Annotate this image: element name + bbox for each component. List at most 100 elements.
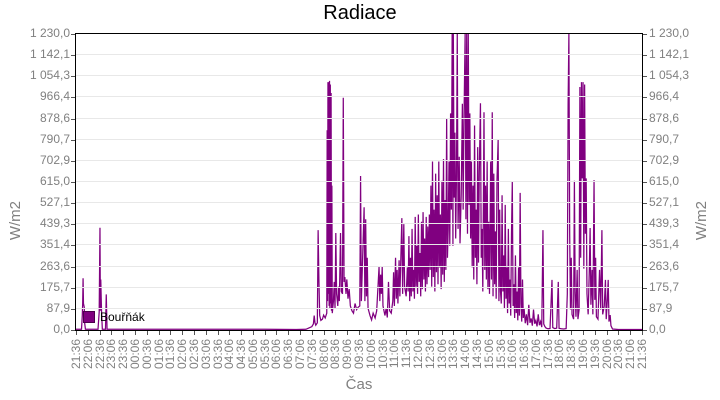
y-tick-label-left: 0,0	[53, 322, 70, 336]
y-tick-mark-right	[643, 224, 647, 225]
plot-area: Bouřňák	[75, 33, 643, 331]
y-tick-mark-right	[643, 140, 647, 141]
x-tick-mark	[99, 331, 101, 335]
y-tick-mark-left	[71, 140, 75, 141]
x-tick-mark	[111, 331, 113, 335]
x-tick-mark	[300, 331, 302, 335]
x-tick-mark	[182, 331, 184, 335]
x-axis-title: Čas	[345, 376, 373, 393]
y-tick-label-right: 1 142,1	[649, 47, 690, 61]
x-tick-mark	[476, 331, 478, 335]
x-tick-mark	[583, 331, 585, 335]
y-grid-line	[76, 202, 642, 203]
y-tick-label-right: 966,4	[649, 89, 680, 103]
x-tick-mark	[535, 331, 537, 335]
y-tick-label-left: 351,4	[39, 237, 70, 251]
y-grid-line	[76, 160, 642, 161]
y-tick-mark-right	[643, 182, 647, 183]
y-tick-label-right: 439,3	[649, 216, 680, 230]
chart-title: Radiace	[323, 2, 397, 24]
y-tick-mark-left	[71, 161, 75, 162]
x-tick-mark	[264, 331, 266, 335]
x-tick-mark	[323, 331, 325, 335]
x-tick-mark	[406, 331, 408, 335]
y-tick-label-right: 0,0	[649, 322, 666, 336]
x-tick-mark	[359, 331, 360, 335]
x-tick-mark	[311, 331, 313, 335]
x-tick-mark	[441, 331, 443, 335]
legend-swatch	[83, 311, 95, 323]
legend-label: Bouřňák	[100, 310, 145, 324]
y-tick-mark-right	[643, 55, 647, 56]
y-tick-mark-left	[71, 182, 75, 183]
y-tick-label-right: 1 230,0	[649, 26, 690, 40]
y-tick-label-left: 439,3	[39, 216, 70, 230]
y-tick-mark-right	[643, 34, 647, 35]
y-grid-line	[76, 75, 642, 76]
x-tick-mark	[134, 331, 136, 335]
y-tick-label-left: 878,6	[39, 111, 70, 125]
x-tick-mark	[594, 331, 596, 335]
y-grid-line	[76, 96, 642, 97]
x-tick-mark	[205, 331, 207, 335]
y-tick-mark-left	[71, 119, 75, 120]
y-tick-mark-right	[643, 203, 647, 204]
y-tick-label-left: 966,4	[39, 89, 70, 103]
y-tick-label-right: 527,1	[649, 195, 680, 209]
y-grid-line	[76, 181, 642, 182]
y-tick-mark-left	[71, 245, 75, 246]
x-tick-mark	[642, 331, 643, 335]
x-tick-mark	[559, 331, 561, 335]
y-tick-mark-left	[71, 288, 75, 289]
y-tick-label-right: 351,4	[649, 237, 680, 251]
x-tick-mark	[217, 331, 219, 335]
y-tick-label-left: 790,7	[39, 132, 70, 146]
y-tick-mark-right	[643, 288, 647, 289]
x-tick-mark	[394, 331, 396, 335]
x-tick-mark	[170, 331, 172, 335]
y-tick-label-left: 702,9	[39, 153, 70, 167]
x-tick-mark	[146, 331, 148, 335]
y-tick-mark-left	[71, 330, 75, 331]
x-tick-mark	[429, 331, 431, 335]
x-tick-mark	[370, 331, 372, 335]
y-tick-mark-right	[643, 119, 647, 120]
y-grid-line	[76, 287, 642, 288]
y-tick-label-right: 702,9	[649, 153, 680, 167]
y-tick-label-left: 527,1	[39, 195, 70, 209]
y-tick-mark-left	[71, 55, 75, 56]
y-grid-line	[76, 266, 642, 267]
y-grid-line	[76, 139, 642, 140]
y-tick-mark-right	[643, 330, 647, 331]
y-tick-label-right: 263,6	[649, 259, 680, 273]
y-tick-label-right: 790,7	[649, 132, 680, 146]
y-tick-label-left: 1 054,3	[29, 68, 70, 82]
y-tick-mark-right	[643, 76, 647, 77]
y-grid-line	[76, 308, 642, 309]
y-tick-mark-right	[643, 267, 647, 268]
y-tick-label-right: 878,6	[649, 111, 680, 125]
y-tick-mark-left	[71, 203, 75, 204]
x-tick-mark	[193, 331, 195, 335]
x-tick-mark	[229, 331, 231, 335]
y-tick-label-right: 1 054,3	[649, 68, 690, 82]
y-tick-label-left: 615,0	[39, 174, 70, 188]
x-tick-mark	[76, 331, 77, 335]
x-tick-mark	[417, 331, 419, 335]
x-tick-mark	[241, 331, 243, 335]
y-tick-mark-left	[71, 97, 75, 98]
x-tick-mark	[547, 331, 549, 335]
y-tick-mark-right	[643, 97, 647, 98]
y-grid-line	[76, 244, 642, 245]
x-tick-mark	[453, 331, 455, 335]
y-tick-mark-left	[71, 76, 75, 77]
x-tick-mark	[87, 331, 89, 335]
x-tick-mark	[500, 331, 502, 335]
series-line-bournak	[76, 34, 642, 330]
x-tick-mark	[618, 331, 620, 335]
y-tick-mark-left	[71, 224, 75, 225]
radiation-series	[76, 34, 642, 330]
y-grid-line	[76, 118, 642, 119]
x-tick-mark	[465, 331, 467, 335]
